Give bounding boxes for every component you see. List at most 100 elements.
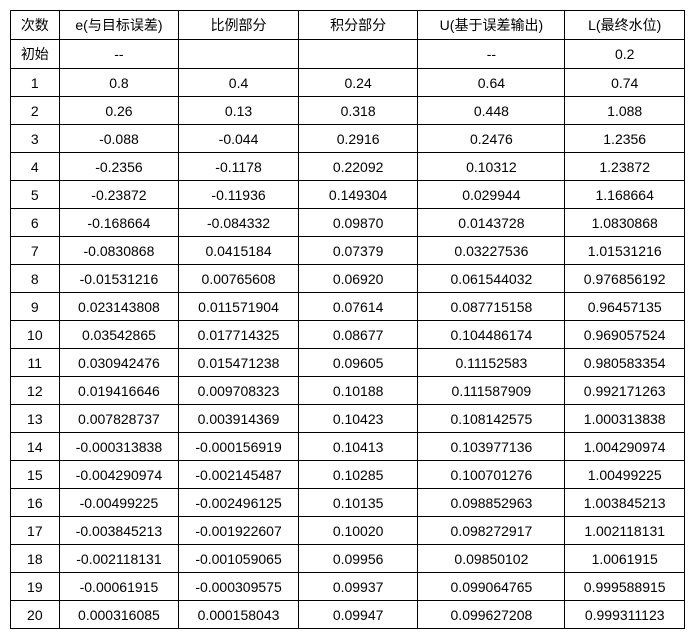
table-cell: 18 (11, 545, 60, 573)
table-row: 6-0.168664-0.0843320.098700.01437281.083… (11, 209, 685, 237)
table-cell: 0.10312 (418, 153, 565, 181)
table-cell: -0.2356 (59, 153, 179, 181)
table-cell: 0.098272917 (418, 517, 565, 545)
table-cell: 0.103977136 (418, 433, 565, 461)
table-row: 5-0.23872-0.119360.1493040.0299441.16866… (11, 181, 685, 209)
table-cell: -- (418, 40, 565, 69)
table-cell: 13 (11, 405, 60, 433)
table-cell: 0.000158043 (179, 601, 299, 629)
table-cell: 1.088 (565, 97, 685, 125)
table-cell: 20 (11, 601, 60, 629)
table-cell: 0.09850102 (418, 545, 565, 573)
table-cell: 1.23872 (565, 153, 685, 181)
table-row: 200.0003160850.0001580430.099470.0996272… (11, 601, 685, 629)
table-cell: 0.061544032 (418, 265, 565, 293)
table-cell: -0.1178 (179, 153, 299, 181)
table-cell: 0.64 (418, 69, 565, 97)
table-cell: 7 (11, 237, 60, 265)
table-cell: 1.01531216 (565, 237, 685, 265)
col-header: 比例部分 (179, 11, 299, 40)
table-cell: 0.09870 (298, 209, 418, 237)
table-cell: 0.007828737 (59, 405, 179, 433)
table-cell: 0.0415184 (179, 237, 299, 265)
table-cell: 0.003914369 (179, 405, 299, 433)
table-cell: -0.01531216 (59, 265, 179, 293)
table-body: 初始----0.210.80.40.240.640.7420.260.130.3… (11, 40, 685, 629)
col-header: 积分部分 (298, 11, 418, 40)
table-row: 3-0.088-0.0440.29160.24761.2356 (11, 125, 685, 153)
table-cell: 0.4 (179, 69, 299, 97)
table-cell: 14 (11, 433, 60, 461)
col-header: e(与目标误差) (59, 11, 179, 40)
table-cell: 1.168664 (565, 181, 685, 209)
table-cell: 0.06920 (298, 265, 418, 293)
table-row: 18-0.002118131-0.0010590650.099560.09850… (11, 545, 685, 573)
table-cell: 0.009708323 (179, 377, 299, 405)
table-cell: 17 (11, 517, 60, 545)
table-cell: 1.000313838 (565, 405, 685, 433)
table-cell: 0.09605 (298, 349, 418, 377)
table-cell: 0.0143728 (418, 209, 565, 237)
col-header: L(最终水位) (565, 11, 685, 40)
table-cell: 1.003845213 (565, 489, 685, 517)
table-cell: 0.999588915 (565, 573, 685, 601)
table-row: 120.0194166460.0097083230.101880.1115879… (11, 377, 685, 405)
table-cell: -0.168664 (59, 209, 179, 237)
table-cell: 0.10135 (298, 489, 418, 517)
table-cell: 1.2356 (565, 125, 685, 153)
table-cell: -0.11936 (179, 181, 299, 209)
table-cell: -0.084332 (179, 209, 299, 237)
table-cell: 6 (11, 209, 60, 237)
table-cell: 0.96457135 (565, 293, 685, 321)
table-cell: -0.001922607 (179, 517, 299, 545)
table-cell: 0.019416646 (59, 377, 179, 405)
table-cell: 0.74 (565, 69, 685, 97)
table-cell: -0.003845213 (59, 517, 179, 545)
table-cell: 0.2476 (418, 125, 565, 153)
table-cell: 0.969057524 (565, 321, 685, 349)
table-cell: 0.099627208 (418, 601, 565, 629)
table-row: 15-0.004290974-0.0021454870.102850.10070… (11, 461, 685, 489)
table-cell: 16 (11, 489, 60, 517)
table-row: 110.0309424760.0154712380.096050.1115258… (11, 349, 685, 377)
table-cell: 0.10413 (298, 433, 418, 461)
table-cell: 0.100701276 (418, 461, 565, 489)
table-cell: 0.13 (179, 97, 299, 125)
table-cell: 9 (11, 293, 60, 321)
table-cell: 0.09947 (298, 601, 418, 629)
table-cell: 1.002118131 (565, 517, 685, 545)
table-row: 20.260.130.3180.4481.088 (11, 97, 685, 125)
table-cell: -0.088 (59, 125, 179, 153)
table-cell: 3 (11, 125, 60, 153)
header-row: 次数 e(与目标误差) 比例部分 积分部分 U(基于误差输出) L(最终水位) (11, 11, 685, 40)
data-table: 次数 e(与目标误差) 比例部分 积分部分 U(基于误差输出) L(最终水位) … (10, 10, 685, 629)
table-cell: 0.099064765 (418, 573, 565, 601)
table-cell: 初始 (11, 40, 60, 69)
table-row: 7-0.08308680.04151840.073790.032275361.0… (11, 237, 685, 265)
table-cell: 0.10285 (298, 461, 418, 489)
table-row: 100.035428650.0177143250.086770.10448617… (11, 321, 685, 349)
table-row: 130.0078287370.0039143690.104230.1081425… (11, 405, 685, 433)
table-cell: 0.108142575 (418, 405, 565, 433)
table-cell: -0.044 (179, 125, 299, 153)
table-cell: 0.111587909 (418, 377, 565, 405)
table-cell: 0.10020 (298, 517, 418, 545)
table-cell: -0.0830868 (59, 237, 179, 265)
table-cell: 0.976856192 (565, 265, 685, 293)
table-cell: 0.11152583 (418, 349, 565, 377)
table-cell: 19 (11, 573, 60, 601)
table-cell: 0.07379 (298, 237, 418, 265)
table-cell: -0.002496125 (179, 489, 299, 517)
col-header: 次数 (11, 11, 60, 40)
table-cell: 15 (11, 461, 60, 489)
table-row: 14-0.000313838-0.0001569190.104130.10397… (11, 433, 685, 461)
table-row: 8-0.015312160.007656080.069200.061544032… (11, 265, 685, 293)
table-cell: 0.104486174 (418, 321, 565, 349)
table-cell (179, 40, 299, 69)
table-row: 19-0.00061915-0.0003095750.099370.099064… (11, 573, 685, 601)
table-cell: -0.000313838 (59, 433, 179, 461)
table-cell: 0.999311123 (565, 601, 685, 629)
table-cell: -0.000309575 (179, 573, 299, 601)
table-cell: 0.09956 (298, 545, 418, 573)
table-cell: 0.098852963 (418, 489, 565, 517)
